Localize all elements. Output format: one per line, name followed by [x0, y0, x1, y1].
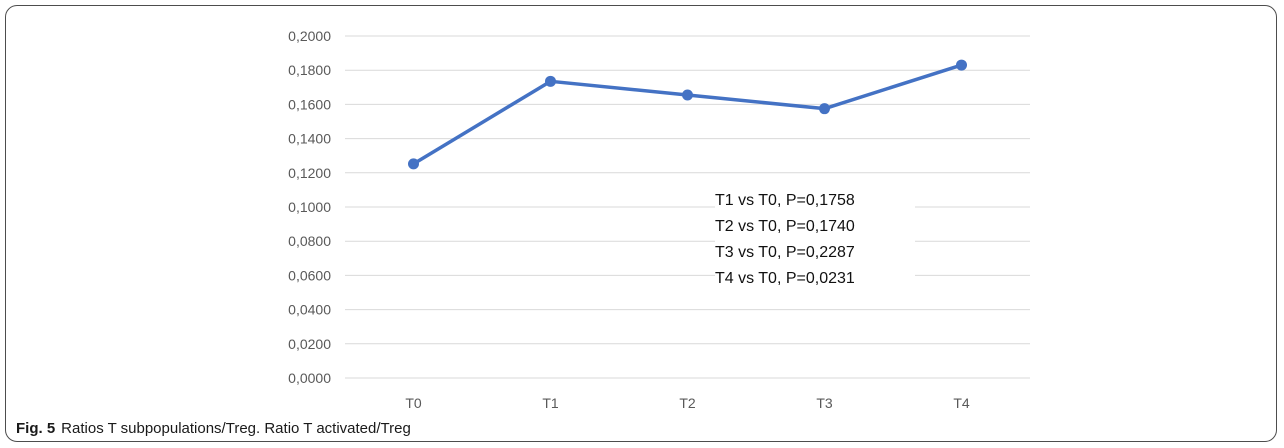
annotation-t2: T2 vs T0, P=0,1740	[715, 218, 855, 235]
data-point	[408, 158, 419, 170]
stats-annotation-box: T1 vs T0, P=0,1758 T2 vs T0, P=0,1740 T3…	[715, 188, 915, 292]
data-point	[682, 89, 693, 101]
series-line	[412, 63, 963, 166]
annotation-t1: T1 vs T0, P=0,1758	[715, 192, 855, 209]
y-tick-label: 0,1200	[288, 165, 331, 181]
figure-caption: Fig. 5 Ratios T subpopulations/Treg. Rati…	[16, 420, 411, 437]
y-tick-label: 0,0000	[288, 370, 331, 386]
data-point	[956, 59, 967, 71]
annotation-t4: T4 vs T0, P=0,0231	[715, 270, 855, 287]
y-tick-label: 0,1600	[288, 96, 331, 112]
y-tick-label: 0,0600	[288, 267, 331, 283]
figure-label: Fig. 5	[16, 420, 56, 437]
figure-frame	[5, 5, 1277, 442]
x-tick-label: T1	[542, 395, 559, 411]
y-tick-label: 0,0400	[288, 302, 331, 318]
y-tick-label: 0,0800	[288, 233, 331, 249]
x-tick-label: T0	[405, 395, 422, 411]
y-tick-label: 0,0200	[288, 336, 331, 352]
figure-caption-text: Ratios T subpopulations/Treg. Ratio T ac…	[61, 420, 411, 437]
y-tick-label: 0,2000	[288, 28, 331, 44]
y-tick-label: 0,1000	[288, 199, 331, 215]
x-tick-label: T2	[679, 395, 696, 411]
x-tick-label: T4	[953, 395, 970, 411]
y-tick-label: 0,1400	[288, 131, 331, 147]
x-tick-label: T3	[816, 395, 833, 411]
annotation-t3: T3 vs T0, P=0,2287	[715, 244, 855, 261]
y-tick-label: 0,1800	[288, 62, 331, 78]
data-point	[545, 75, 556, 87]
data-point	[819, 103, 830, 115]
